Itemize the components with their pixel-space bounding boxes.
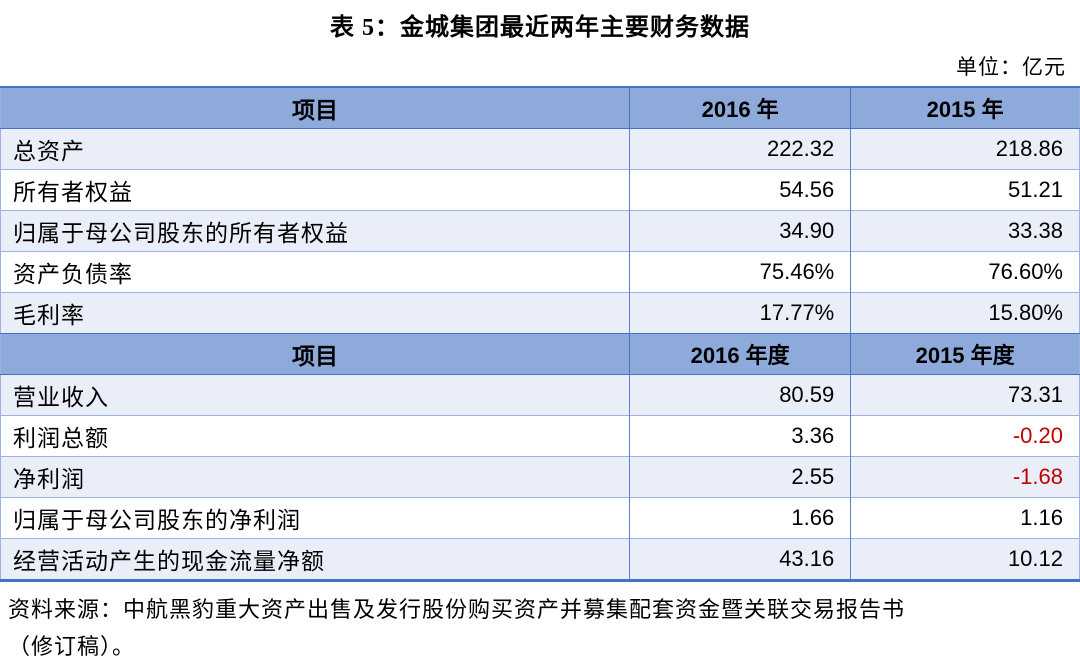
table-row-parent-equity: 归属于母公司股东的所有者权益 34.90 33.38 xyxy=(0,210,1080,252)
header-cell-item: 项目 xyxy=(0,333,630,375)
row-label: 净利润 xyxy=(0,456,630,498)
value-2015: 33.38 xyxy=(850,210,1080,252)
value-2015: 15.80% xyxy=(850,292,1080,334)
table-row-debt-ratio: 资产负债率 75.46% 76.60% xyxy=(0,251,1080,293)
value-2015-negative: -1.68 xyxy=(850,456,1080,498)
source-note-line1: 资料来源：中航黑豹重大资产出售及发行股份购买资产并募集配套资金暨关联交易报告书 xyxy=(8,597,906,622)
financial-data-table: 项目 2016 年 2015 年 总资产 222.32 218.86 所有者权益… xyxy=(0,86,1080,582)
value-2016: 2.55 xyxy=(629,456,851,498)
unit-label: 单位：亿元 xyxy=(956,55,1066,79)
row-label: 利润总额 xyxy=(0,415,630,457)
value-2015: 10.12 xyxy=(850,538,1080,581)
value-2016: 3.36 xyxy=(629,415,851,457)
table-header-row-income: 项目 2016 年度 2015 年度 xyxy=(0,333,1080,375)
table-row-owners-equity: 所有者权益 54.56 51.21 xyxy=(0,169,1080,211)
page-title: 表 5：金城集团最近两年主要财务数据 xyxy=(330,15,750,41)
header-cell-2016: 2016 年 xyxy=(629,86,851,129)
row-label: 总资产 xyxy=(0,128,630,170)
row-label: 归属于母公司股东的所有者权益 xyxy=(0,210,630,252)
table-row-net-profit: 净利润 2.55 -1.68 xyxy=(0,456,1080,498)
value-2015: 218.86 xyxy=(850,128,1080,170)
row-label: 归属于母公司股东的净利润 xyxy=(0,497,630,539)
header-cell-2015: 2015 年 xyxy=(850,86,1080,129)
table-row-parent-net-profit: 归属于母公司股东的净利润 1.66 1.16 xyxy=(0,497,1080,539)
table-row-total-assets: 总资产 222.32 218.86 xyxy=(0,128,1080,170)
row-label: 营业收入 xyxy=(0,374,630,416)
table-header-row-balance: 项目 2016 年 2015 年 xyxy=(0,86,1080,129)
value-2015: 1.16 xyxy=(850,497,1080,539)
header-cell-2015-annual: 2015 年度 xyxy=(850,333,1080,375)
value-2016: 17.77% xyxy=(629,292,851,334)
source-note: 资料来源：中航黑豹重大资产出售及发行股份购买资产并募集配套资金暨关联交易报告书 … xyxy=(0,582,1080,665)
value-2016: 222.32 xyxy=(629,128,851,170)
source-note-line2: （修订稿）。 xyxy=(8,634,136,659)
table-row-operating-cash-flow: 经营活动产生的现金流量净额 43.16 10.12 xyxy=(0,538,1080,581)
value-2015: 76.60% xyxy=(850,251,1080,293)
row-label: 毛利率 xyxy=(0,292,630,334)
header-cell-2016-annual: 2016 年度 xyxy=(629,333,851,375)
table-row-total-profit: 利润总额 3.36 -0.20 xyxy=(0,415,1080,457)
row-label: 经营活动产生的现金流量净额 xyxy=(0,538,630,581)
value-2016: 80.59 xyxy=(629,374,851,416)
value-2016: 43.16 xyxy=(629,538,851,581)
row-label: 资产负债率 xyxy=(0,251,630,293)
value-2015: 51.21 xyxy=(850,169,1080,211)
value-2016: 34.90 xyxy=(629,210,851,252)
row-label: 所有者权益 xyxy=(0,169,630,211)
value-2015-negative: -0.20 xyxy=(850,415,1080,457)
value-2015: 73.31 xyxy=(850,374,1080,416)
value-2016: 54.56 xyxy=(629,169,851,211)
header-cell-item: 项目 xyxy=(0,86,630,129)
table-row-revenue: 营业收入 80.59 73.31 xyxy=(0,374,1080,416)
table-row-gross-margin: 毛利率 17.77% 15.80% xyxy=(0,292,1080,334)
value-2016: 75.46% xyxy=(629,251,851,293)
value-2016: 1.66 xyxy=(629,497,851,539)
